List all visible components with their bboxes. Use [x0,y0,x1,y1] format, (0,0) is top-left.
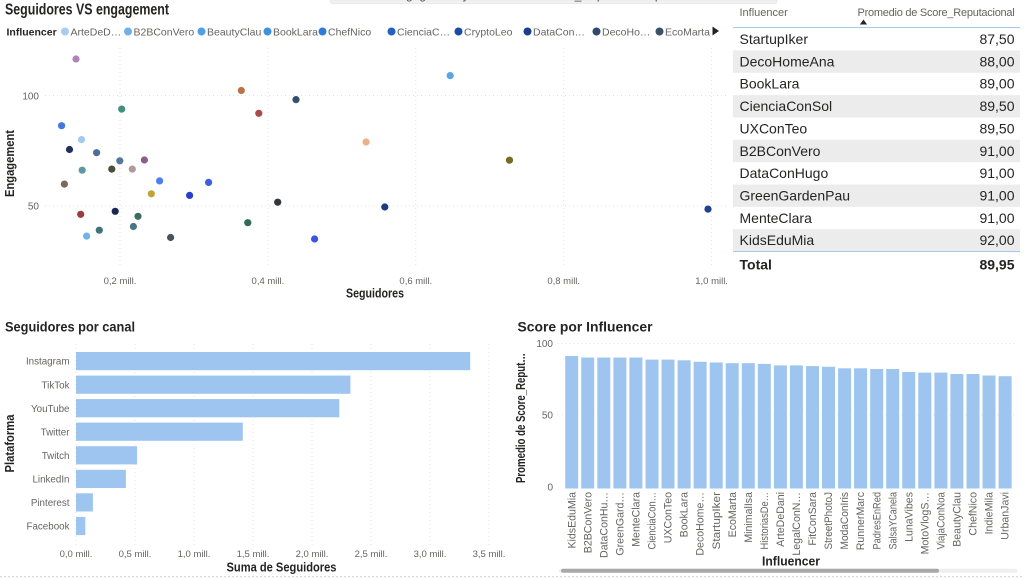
svg-text:BeautyClau: BeautyClau [207,26,261,38]
svg-text:91,00: 91,00 [979,143,1014,159]
svg-text:Facebook: Facebook [26,522,69,533]
svg-text:CryptoLeo: CryptoLeo [464,26,513,38]
svg-text:50: 50 [28,202,40,213]
svg-text:2,0 mill.: 2,0 mill. [296,549,329,560]
svg-text:Suma de Seguidores: Suma de Seguidores [227,561,337,575]
svg-text:ViajaConNoa: ViajaConNoa [936,492,948,550]
svg-text:0,0 mill.: 0,0 mill. [60,549,93,560]
svg-text:MotoVlogS…: MotoVlogS… [919,492,931,554]
svg-text:91,00: 91,00 [979,165,1014,181]
svg-text:StartupIker: StartupIker [711,491,723,549]
svg-text:KidsEduMia: KidsEduMia [566,492,578,549]
svg-text:Score por Influencer: Score por Influencer [518,318,654,334]
svg-text:Twitch: Twitch [42,451,70,462]
svg-text:50: 50 [542,410,554,421]
svg-text:1,0 mill.: 1,0 mill. [178,549,211,560]
svg-text:Instagram: Instagram [26,357,70,368]
svg-text:FitConSara: FitConSara [807,492,819,546]
svg-text:91,00: 91,00 [979,210,1014,226]
svg-text:ChefNico: ChefNico [968,492,980,536]
svg-text:Pinterest: Pinterest [31,498,70,509]
svg-text:StartupIker: StartupIker [740,31,809,47]
svg-text:3,0 mill.: 3,0 mill. [414,549,447,560]
svg-text:SalsaYCanela: SalsaYCanela [887,492,899,550]
svg-text:0: 0 [547,482,553,493]
svg-text:ArteDeD…: ArteDeD… [71,26,122,38]
svg-text:PadresEnRed: PadresEnRed [871,492,883,550]
svg-text:BookLara: BookLara [740,76,800,92]
svg-text:Plataforma: Plataforma [3,414,17,473]
svg-text:0,8 mill.: 0,8 mill. [547,276,580,287]
svg-text:EcoMarta: EcoMarta [665,26,710,38]
svg-text:HistoriasDe…: HistoriasDe… [759,492,771,550]
svg-text:100: 100 [22,92,39,103]
svg-text:2,5 mill.: 2,5 mill. [355,549,388,560]
svg-text:0,6 mill.: 0,6 mill. [399,276,432,287]
svg-text:89,95: 89,95 [979,257,1014,273]
svg-text:DecoHo…: DecoHo… [602,26,650,38]
svg-text:EcoMarta: EcoMarta [727,492,739,537]
svg-text:Seguidores por canal: Seguidores por canal [5,318,135,334]
svg-text:B2BConVero: B2BConVero [134,26,195,38]
svg-text:DataConHugo: DataConHugo [740,165,829,181]
svg-text:MenteClara: MenteClara [740,210,813,226]
svg-text:B2BConVero: B2BConVero [582,492,594,553]
svg-text:GreenGard…: GreenGard… [615,492,627,556]
svg-text:100: 100 [536,339,553,350]
svg-text:Engagement: Engagement [2,129,17,197]
svg-text:Influencer: Influencer [740,7,789,19]
svg-text:CienciaC…: CienciaC… [397,26,450,38]
svg-text:0,2 mill.: 0,2 mill. [104,276,137,287]
svg-text:ModaConIris: ModaConIris [839,492,851,550]
svg-text:87,50: 87,50 [979,31,1014,47]
svg-text:Suma de Engagement y Promedio: Suma de Engagement y Promedio de Score_R… [340,0,728,2]
svg-text:StreetPhotoJ: StreetPhotoJ [823,492,835,550]
svg-text:YouTube: YouTube [31,404,70,415]
svg-text:DecoHomeAna: DecoHomeAna [740,53,835,69]
svg-text:MenteClara: MenteClara [631,492,643,547]
svg-text:ArteDeDani: ArteDeDani [775,492,787,547]
svg-text:Twitter: Twitter [41,427,71,438]
svg-text:CienciaConSol: CienciaConSol [740,98,833,114]
svg-text:DataCon…: DataCon… [533,26,585,38]
svg-text:0,4 mill.: 0,4 mill. [252,276,285,287]
svg-text:CienciaCon…: CienciaCon… [647,492,659,550]
svg-text:RunnerMarc: RunnerMarc [855,491,867,550]
svg-text:Total: Total [740,257,772,273]
svg-text:TikTok: TikTok [42,380,70,391]
svg-text:92,00: 92,00 [979,232,1014,248]
svg-text:3,5 mill.: 3,5 mill. [473,549,506,560]
svg-text:UrbanJavi: UrbanJavi [1000,492,1012,540]
svg-text:Influencer: Influencer [762,555,820,569]
svg-text:BeautyClau: BeautyClau [952,492,964,547]
svg-text:DataConHu…: DataConHu… [598,492,610,558]
svg-text:88,00: 88,00 [979,53,1014,69]
svg-text:BookLara: BookLara [273,26,318,38]
svg-text:1,0 mill.: 1,0 mill. [695,276,728,287]
svg-text:89,50: 89,50 [979,120,1014,136]
svg-text:LegalConN…: LegalConN… [791,492,803,556]
svg-text:Seguidores VS engagement: Seguidores VS engagement [5,1,170,18]
svg-text:Influencer: Influencer [7,27,57,39]
svg-text:LinkedIn: LinkedIn [32,474,69,485]
svg-text:KidsEduMia: KidsEduMia [740,232,815,248]
svg-text:B2BConVero: B2BConVero [740,143,821,159]
svg-text:GreenGardenPau: GreenGardenPau [740,187,851,203]
svg-text:UXConTeo: UXConTeo [663,492,675,543]
svg-text:91,00: 91,00 [979,187,1014,203]
svg-text:ChefNico: ChefNico [328,26,371,38]
svg-text:89,50: 89,50 [979,98,1014,114]
svg-text:DecoHome…: DecoHome… [695,492,707,556]
svg-text:UXConTeo: UXConTeo [740,120,808,136]
svg-text:Promedio de Score_Reputacional: Promedio de Score_Reputacional [858,7,1015,19]
svg-text:1,5 mill.: 1,5 mill. [237,549,270,560]
svg-text:MinimalIsa: MinimalIsa [743,492,755,543]
svg-text:0,5 mill.: 0,5 mill. [119,549,152,560]
svg-text:BookLara: BookLara [679,492,691,537]
svg-text:89,00: 89,00 [979,76,1014,92]
svg-text:IndieMila: IndieMila [984,492,996,535]
svg-text:Promedio de Score_Reput…: Promedio de Score_Reput… [514,353,528,483]
svg-text:LunaVibes: LunaVibes [903,492,915,542]
svg-text:Seguidores: Seguidores [346,286,404,301]
